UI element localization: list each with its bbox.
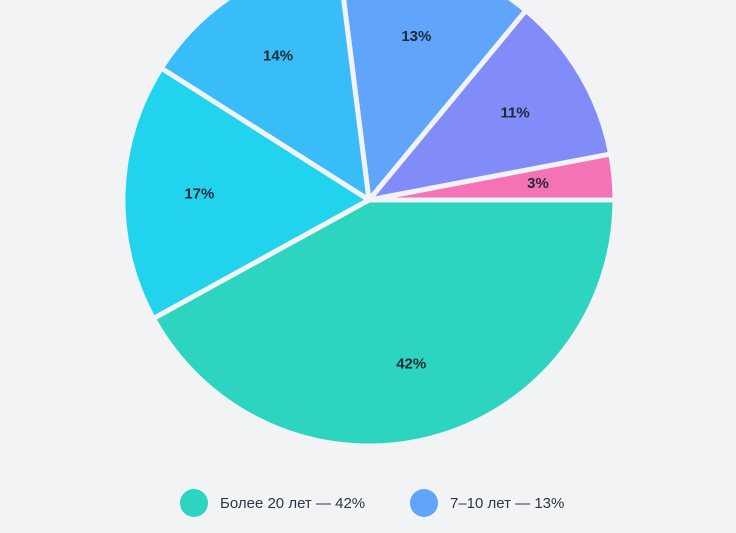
pie-slice[interactable] [150,197,618,449]
legend: Более 20 лет — 42% 7–10 лет — 13% [0,487,736,519]
pie-slice[interactable] [120,65,372,322]
legend-label: Более 20 лет — 42% [220,494,366,512]
slice-label: 14% [263,48,293,65]
pie-slice[interactable] [158,0,372,203]
slice-label: 42% [396,355,426,372]
slice-label: 17% [184,186,214,203]
slice-label: 13% [401,28,431,45]
pie-slice[interactable] [338,0,529,203]
legend-item[interactable]: 7–10 лет — 13% [410,487,564,519]
slice-label: 3% [527,175,549,192]
legend-label: 7–10 лет — 13% [450,494,565,512]
legend-swatch [180,489,208,517]
pie-slice[interactable] [366,7,614,203]
slice-label: 11% [501,105,530,122]
legend-swatch [410,489,438,517]
legend-item[interactable]: Более 20 лет — 42% [180,487,365,519]
